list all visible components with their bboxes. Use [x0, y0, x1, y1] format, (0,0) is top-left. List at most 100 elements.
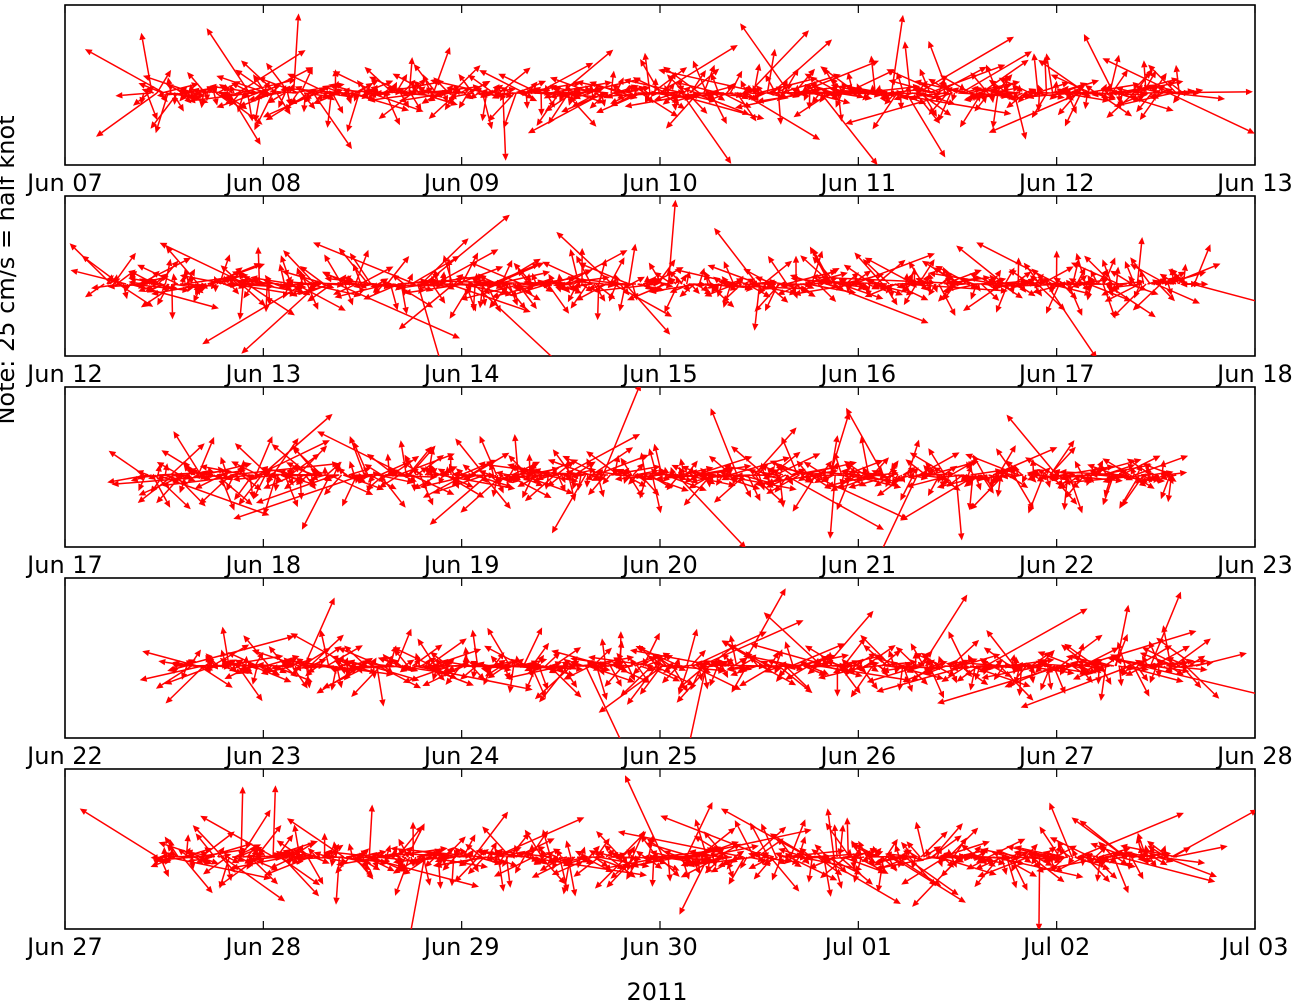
x-tick-label: Jun 10 — [620, 169, 698, 197]
velocity-arrow — [390, 845, 483, 858]
velocity-arrow — [848, 474, 895, 489]
velocity-arrow — [167, 856, 272, 881]
velocity-arrow — [338, 647, 383, 667]
velocity-arrow — [334, 660, 346, 667]
velocity-arrow — [1006, 414, 1058, 476]
velocity-arrow — [336, 856, 382, 867]
velocity-arrow — [387, 466, 395, 476]
velocity-arrow — [413, 474, 439, 490]
velocity-arrow — [669, 92, 734, 101]
velocity-arrow — [789, 819, 806, 858]
velocity-arrow — [602, 387, 641, 476]
velocity-arrow — [403, 283, 465, 296]
velocity-arrow — [660, 815, 767, 858]
velocity-arrow — [700, 283, 720, 292]
velocity-arrow — [417, 283, 440, 356]
velocity-arrow — [849, 855, 865, 862]
velocity-arrow — [812, 256, 837, 285]
velocity-arrow — [243, 283, 254, 299]
velocity-arrow — [238, 474, 263, 506]
velocity-arrow — [201, 470, 214, 477]
velocity-arrow — [810, 274, 969, 285]
velocity-arrow — [363, 283, 400, 300]
velocity-arrow — [1112, 283, 1147, 318]
velocity-arrow — [689, 665, 707, 738]
velocity-arrow — [714, 474, 746, 503]
velocity-arrow — [960, 51, 1032, 94]
velocity-arrow — [942, 283, 978, 294]
velocity-arrow — [1165, 474, 1173, 503]
velocity-arrow — [192, 825, 224, 858]
velocity-arrow — [502, 92, 517, 129]
velocity-arrow — [719, 474, 797, 492]
velocity-arrow — [921, 594, 968, 667]
velocity-arrow — [710, 661, 761, 669]
velocity-arrow — [342, 474, 358, 507]
velocity-arrow — [402, 461, 424, 476]
velocity-arrow — [663, 466, 670, 476]
velocity-arrow — [952, 837, 967, 858]
arrow-series — [69, 199, 1255, 356]
velocity-arrow — [1031, 856, 1038, 865]
velocity-arrow — [787, 663, 802, 671]
velocity-arrow — [498, 258, 541, 285]
velocity-arrow — [449, 92, 474, 100]
velocity-arrow — [538, 92, 545, 116]
velocity-arrow — [610, 856, 636, 879]
velocity-arrow — [270, 664, 287, 671]
velocity-arrow — [413, 63, 437, 94]
velocity-arrow — [358, 474, 370, 484]
velocity-arrow — [920, 471, 935, 478]
velocity-arrow — [907, 439, 920, 476]
velocity-arrow — [1164, 856, 1217, 878]
velocity-arrow — [692, 856, 756, 868]
velocity-arrow — [955, 474, 965, 541]
velocity-arrow — [139, 665, 203, 682]
velocity-arrow — [775, 665, 790, 682]
velocity-arrow — [307, 283, 333, 302]
velocity-arrow — [392, 647, 434, 667]
velocity-arrow — [535, 654, 545, 667]
velocity-arrow — [779, 661, 798, 668]
velocity-arrow — [386, 256, 410, 285]
velocity-arrow — [1000, 856, 1037, 877]
velocity-arrow — [427, 638, 467, 667]
velocity-arrow — [1005, 856, 1018, 889]
velocity-arrow — [693, 835, 729, 858]
velocity-arrow — [378, 474, 389, 482]
x-tick-label: Jun 28 — [223, 933, 301, 961]
velocity-arrow — [884, 851, 918, 858]
velocity-arrow — [467, 74, 494, 94]
velocity-arrow — [1102, 458, 1131, 476]
velocity-arrow — [668, 277, 677, 285]
velocity-arrow — [720, 808, 809, 858]
x-tick-label: Jun 18 — [223, 551, 301, 579]
velocity-arrow — [1104, 283, 1141, 302]
velocity-arrow — [467, 856, 485, 875]
velocity-arrow — [1008, 92, 1075, 102]
velocity-arrow — [509, 283, 549, 297]
velocity-arrow — [992, 662, 1007, 670]
velocity-arrow — [599, 638, 607, 667]
velocity-arrow — [416, 454, 444, 476]
velocity-arrow — [817, 283, 837, 302]
velocity-arrow — [512, 283, 544, 291]
arrow-series — [107, 387, 1189, 547]
velocity-arrow — [255, 436, 273, 476]
velocity-arrow — [648, 448, 658, 476]
velocity-arrow — [502, 856, 509, 868]
velocity-arrow — [785, 665, 810, 680]
velocity-arrow — [417, 638, 436, 667]
velocity-arrow — [948, 631, 967, 667]
velocity-arrow — [1115, 86, 1138, 94]
velocity-arrow — [1031, 53, 1039, 94]
velocity-arrow — [645, 841, 694, 858]
velocity-arrow — [542, 261, 591, 285]
velocity-arrow — [1068, 856, 1075, 865]
velocity-arrow — [722, 283, 743, 303]
velocity-arrow — [1136, 92, 1153, 113]
velocity-arrow — [1026, 470, 1041, 478]
velocity-arrow — [1111, 69, 1128, 94]
velocity-arrow — [1021, 474, 1028, 484]
velocity-arrow — [865, 853, 882, 860]
